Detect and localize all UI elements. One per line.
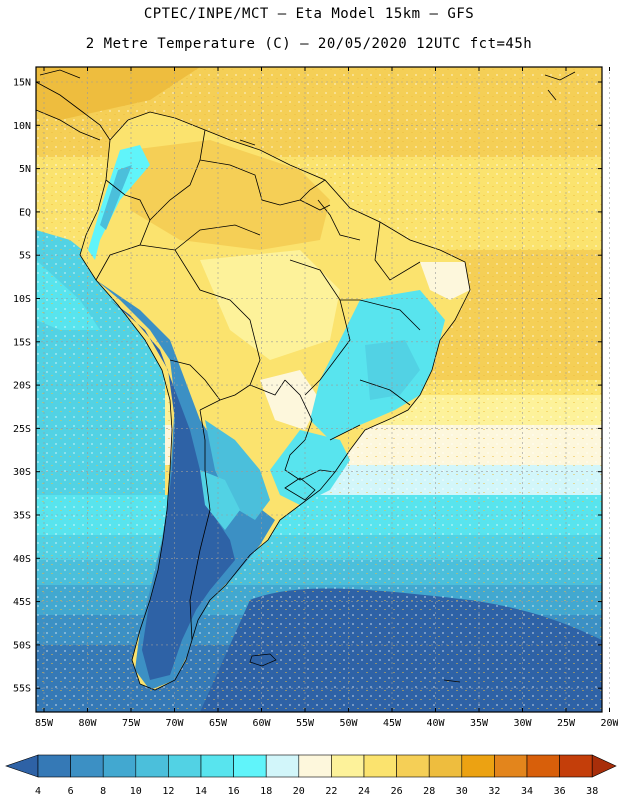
lon-label: 20W bbox=[600, 718, 618, 729]
colorbar-label: 14 bbox=[195, 786, 207, 797]
colorbar-label: 20 bbox=[293, 786, 305, 797]
lat-label: 5N bbox=[19, 164, 31, 175]
colorbar-label: 12 bbox=[162, 786, 174, 797]
colorbar-swatch bbox=[233, 754, 267, 778]
map-frame bbox=[35, 66, 603, 713]
colorbar-swatch bbox=[70, 754, 104, 778]
axis-ticks bbox=[36, 67, 610, 712]
map-title-line1: CPTEC/INPE/MCT – Eta Model 15km – GFS bbox=[143, 6, 475, 22]
colorbar-swatch bbox=[331, 754, 365, 778]
lon-label: 25W bbox=[557, 718, 576, 729]
colorbar-label: 38 bbox=[586, 786, 598, 797]
colorbar-label: 30 bbox=[456, 786, 468, 797]
lon-label: 65W bbox=[209, 718, 228, 729]
colorbar-label: 36 bbox=[554, 786, 566, 797]
temperature-field bbox=[36, 67, 602, 712]
lon-label: 55W bbox=[296, 718, 315, 729]
colorbar-swatch bbox=[526, 754, 560, 778]
colorbar-label: 22 bbox=[325, 786, 337, 797]
lat-label: 15S bbox=[13, 337, 31, 348]
graticule bbox=[36, 67, 610, 712]
colorbar-swatch bbox=[265, 754, 300, 778]
lon-label: 70W bbox=[165, 718, 184, 729]
temperature-map: 15N 10N 5N EQ 5S 10S 15S 20S 25S 30S 35S 40S 45S 50S 5… bbox=[13, 66, 618, 729]
colorbar-label: 10 bbox=[130, 786, 142, 797]
colorbar-label: 4 bbox=[35, 786, 41, 797]
lon-label: 75W bbox=[122, 718, 141, 729]
map-title-line2: 2 Metre Temperature (C) – 20/05/2020 12U… bbox=[85, 36, 533, 52]
colorbar-swatch bbox=[494, 754, 528, 778]
colorbar-swatch bbox=[102, 754, 137, 778]
lon-label: 50W bbox=[339, 718, 358, 729]
colorbar-label: 8 bbox=[100, 786, 106, 797]
colorbar: 4 6 8 10 12 14 16 18 20 22 24 26 28 30 32 34 36 38 bbox=[5, 754, 617, 797]
lon-label: 60W bbox=[252, 718, 271, 729]
country-borders bbox=[35, 81, 471, 691]
lat-label: 55S bbox=[13, 684, 31, 695]
lat-label: 10N bbox=[13, 121, 31, 132]
colorbar-high-arrow bbox=[591, 754, 617, 778]
lat-label: 15N bbox=[13, 78, 31, 89]
colorbar-low-arrow bbox=[5, 754, 39, 778]
colorbar-swatch bbox=[200, 754, 234, 778]
lat-label: 40S bbox=[13, 554, 31, 565]
lat-label: 20S bbox=[13, 381, 31, 392]
lon-label: 30W bbox=[513, 718, 532, 729]
colorbar-swatch bbox=[559, 754, 593, 778]
colorbar-label: 6 bbox=[68, 786, 74, 797]
lat-label: EQ bbox=[19, 207, 31, 218]
colorbar-label: 16 bbox=[228, 786, 240, 797]
colorbar-swatch bbox=[135, 754, 169, 778]
colorbar-swatch bbox=[168, 754, 202, 778]
lat-label: 50S bbox=[13, 640, 31, 651]
colorbar-label: 26 bbox=[391, 786, 403, 797]
lon-label: 80W bbox=[78, 718, 97, 729]
lat-label: 10S bbox=[13, 294, 31, 305]
lon-label: 35W bbox=[470, 718, 489, 729]
colorbar-label: 34 bbox=[521, 786, 533, 797]
colorbar-swatch bbox=[428, 754, 463, 778]
lon-label: 45W bbox=[383, 718, 402, 729]
lat-label: 35S bbox=[13, 511, 31, 522]
lon-label: 40W bbox=[426, 718, 445, 729]
lat-label: 30S bbox=[13, 467, 31, 478]
colorbar-swatch bbox=[298, 754, 332, 778]
lat-label: 25S bbox=[13, 424, 31, 435]
lat-label: 5S bbox=[19, 251, 31, 262]
colorbar-swatch bbox=[461, 754, 495, 778]
colorbar-label: 18 bbox=[260, 786, 272, 797]
colorbar-label: 28 bbox=[423, 786, 435, 797]
colorbar-swatch bbox=[396, 754, 430, 778]
lon-label: 85W bbox=[35, 718, 54, 729]
latitude-labels: 15N 10N 5N EQ 5S 10S 15S 20S 25S 30S 35S 40S 45S 50S 5… bbox=[13, 78, 31, 695]
colorbar-label: 32 bbox=[488, 786, 500, 797]
colorbar-swatch bbox=[363, 754, 397, 778]
colorbar-label: 24 bbox=[358, 786, 370, 797]
caribbean-coastlines bbox=[35, 69, 576, 683]
lat-label: 45S bbox=[13, 597, 31, 608]
longitude-labels: 85W 80W 75W 70W 65W 60W 55W 50W 45W 40W 35W 30W 25W 2… bbox=[35, 718, 618, 729]
colorbar-swatch bbox=[37, 754, 71, 778]
